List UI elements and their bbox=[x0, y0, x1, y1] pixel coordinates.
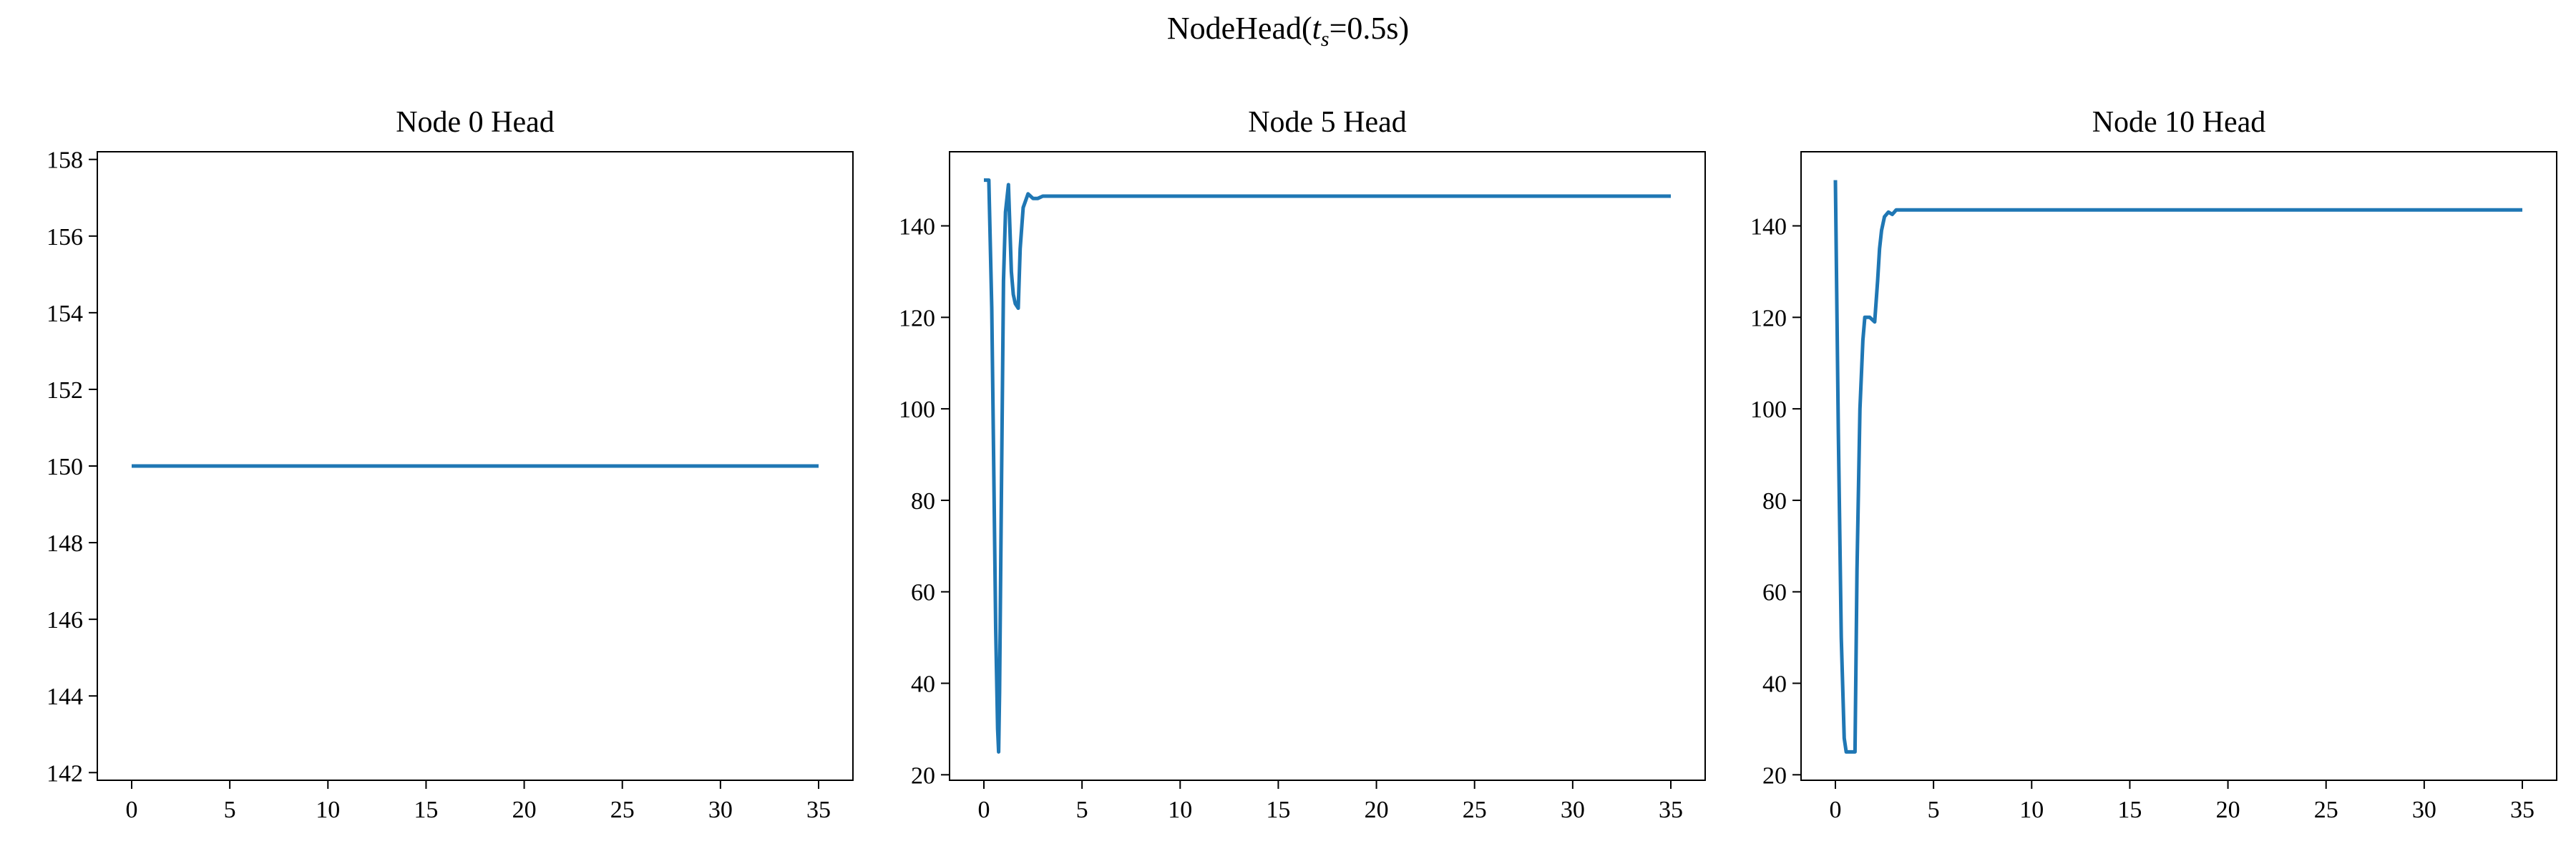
x-tick-label: 0 bbox=[1830, 797, 1842, 823]
x-tick-label: 30 bbox=[2412, 797, 2436, 823]
x-tick-label: 5 bbox=[1928, 797, 1940, 823]
y-tick-label: 142 bbox=[47, 760, 83, 787]
x-tick-label: 15 bbox=[1266, 797, 1290, 823]
y-tick-label: 120 bbox=[899, 305, 935, 331]
y-tick-label: 156 bbox=[47, 224, 83, 251]
y-tick-label: 80 bbox=[1762, 488, 1787, 515]
x-tick-label: 20 bbox=[2216, 797, 2240, 823]
subplot-title: Node 10 Head bbox=[2092, 106, 2266, 139]
figure-title-sub: s bbox=[1320, 26, 1330, 51]
x-tick-label: 0 bbox=[978, 797, 990, 823]
subplot-0: Node 0 Head 0 5 10 15 20 25 30 35 142 144 146 148 150… bbox=[47, 106, 854, 823]
x-tick-label: 10 bbox=[316, 797, 340, 823]
y-tick-label: 100 bbox=[1750, 397, 1787, 423]
subplot-1: Node 5 Head 0 5 10 15 20 25 30 35 20 40 60 80 100 120 1… bbox=[899, 106, 1706, 823]
x-tick-label: 30 bbox=[1561, 797, 1585, 823]
x-tick-label: 5 bbox=[1076, 797, 1088, 823]
x-tick-label: 10 bbox=[2019, 797, 2044, 823]
y-tick-label: 60 bbox=[1762, 580, 1787, 606]
x-tick-label: 25 bbox=[610, 797, 635, 823]
subplot-2: Node 10 Head 0 5 10 15 20 25 30 35 20 40 60 80 100 120… bbox=[1750, 106, 2557, 823]
y-tick-label: 148 bbox=[47, 530, 83, 557]
y-tick-label: 146 bbox=[47, 607, 83, 634]
x-tick-label: 35 bbox=[1659, 797, 1683, 823]
x-tick-label: 10 bbox=[1168, 797, 1192, 823]
x-tick-label: 30 bbox=[708, 797, 733, 823]
y-tick-label: 158 bbox=[47, 147, 83, 174]
figure-title-suffix: =0.5s) bbox=[1329, 11, 1410, 46]
figure-title-prefix: NodeHead( bbox=[1166, 11, 1312, 46]
x-tick-label: 0 bbox=[126, 797, 138, 823]
y-tick-label: 20 bbox=[911, 762, 935, 789]
y-tick-label: 40 bbox=[1762, 671, 1787, 698]
x-tick-label: 20 bbox=[1365, 797, 1389, 823]
y-tick-label: 154 bbox=[47, 301, 83, 327]
subplot-title: Node 5 Head bbox=[1248, 106, 1407, 139]
subplot-title: Node 0 Head bbox=[396, 106, 555, 139]
x-tick-label: 15 bbox=[2117, 797, 2142, 823]
y-tick-label: 60 bbox=[911, 580, 935, 606]
figure-title: NodeHead(ts=0.5s) bbox=[0, 10, 2576, 52]
axes-frame bbox=[949, 151, 1706, 781]
x-tick-label: 5 bbox=[224, 797, 236, 823]
x-tick-label: 25 bbox=[2314, 797, 2338, 823]
y-tick-label: 140 bbox=[1750, 214, 1787, 241]
axes-frame bbox=[1800, 151, 2557, 781]
y-tick-label: 120 bbox=[1750, 305, 1787, 331]
y-tick-label: 40 bbox=[911, 671, 935, 698]
y-tick-label: 20 bbox=[1762, 762, 1787, 789]
y-tick-label: 100 bbox=[899, 397, 935, 423]
figure-title-var: t bbox=[1312, 11, 1321, 46]
x-tick-label: 35 bbox=[2510, 797, 2534, 823]
y-tick-label: 140 bbox=[899, 214, 935, 241]
x-tick-label: 35 bbox=[806, 797, 831, 823]
series-line bbox=[984, 178, 1671, 754]
x-tick-label: 25 bbox=[1463, 797, 1487, 823]
y-tick-label: 150 bbox=[47, 454, 83, 480]
y-tick-label: 152 bbox=[47, 377, 83, 404]
series-line bbox=[1833, 180, 2522, 754]
x-tick-label: 15 bbox=[414, 797, 438, 823]
y-tick-label: 80 bbox=[911, 488, 935, 515]
y-tick-label: 144 bbox=[47, 684, 83, 710]
x-tick-label: 20 bbox=[512, 797, 537, 823]
